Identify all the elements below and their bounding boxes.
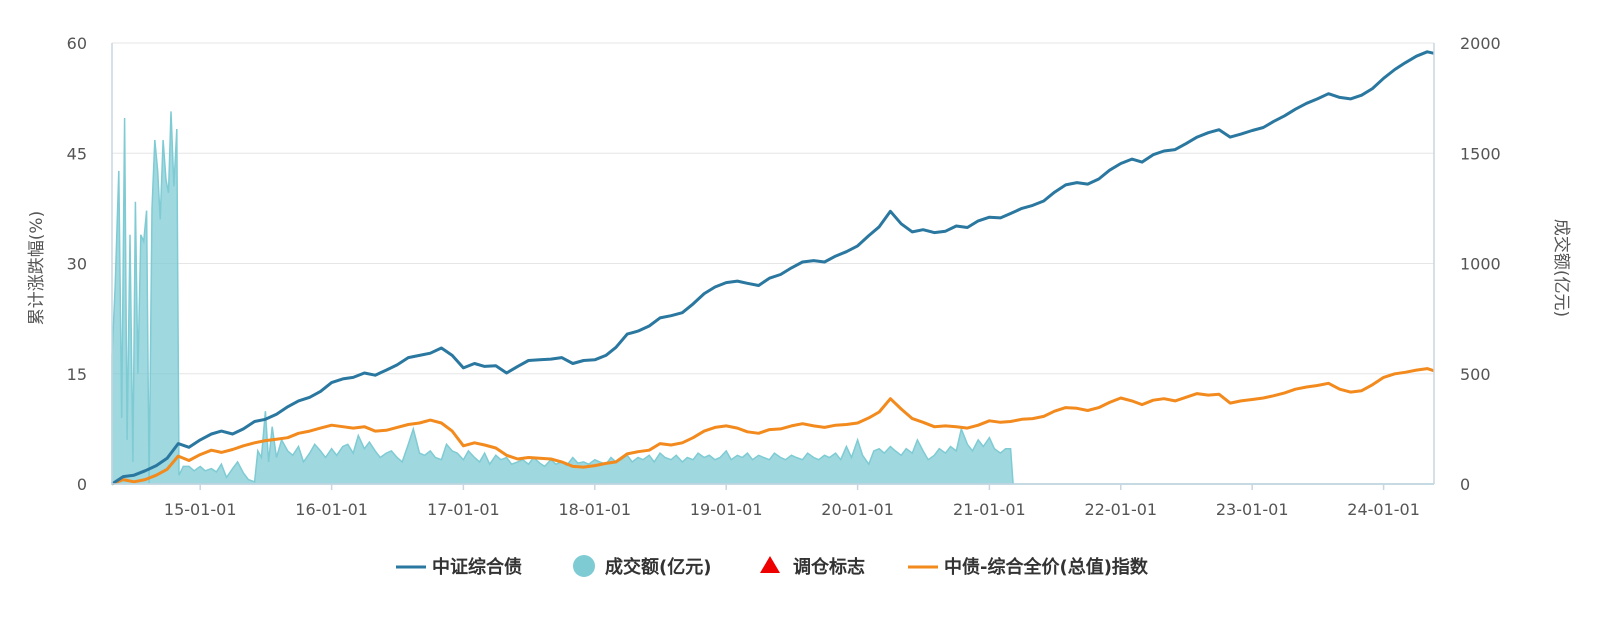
- right-tick-label: 1000: [1460, 255, 1501, 274]
- legend-label-rebalance: 调仓标志: [793, 556, 865, 578]
- x-tick-label: 24-01-01: [1347, 500, 1420, 519]
- left-tick-label: 0: [77, 475, 87, 494]
- right-tick-label: 500: [1460, 365, 1491, 384]
- x-tick-label: 21-01-01: [953, 500, 1026, 519]
- csi-bond-line: [111, 50, 1435, 486]
- right-tick-label: 2000: [1460, 34, 1501, 53]
- legend-label-turnover: 成交额(亿元): [605, 556, 711, 578]
- left-tick-label: 30: [67, 255, 87, 274]
- turnover-layer: [111, 111, 1434, 485]
- x-tick-label: 20-01-01: [821, 500, 894, 519]
- legend-swatch-turnover: [573, 555, 595, 577]
- x-tick-label: 15-01-01: [164, 500, 237, 519]
- right-axis-title: 成交额(亿元): [1551, 219, 1571, 317]
- legend: 中证综合债 成交额(亿元) 调仓标志 中债-综合全价(总值)指数: [396, 555, 1149, 578]
- right-tick-label: 0: [1460, 475, 1470, 494]
- legend-item-cb-index[interactable]: 中债-综合全价(总值)指数: [908, 556, 1149, 578]
- legend-item-rebalance[interactable]: 调仓标志: [760, 556, 865, 578]
- left-tick-label: 15: [67, 365, 87, 384]
- x-tick-label: 19-01-01: [690, 500, 763, 519]
- cb-index-line: [111, 367, 1435, 486]
- left-axis-title: 累计涨跌幅(%): [27, 211, 47, 325]
- x-tick-label: 23-01-01: [1216, 500, 1289, 519]
- x-tick-label: 22-01-01: [1084, 500, 1157, 519]
- left-tick-label: 60: [67, 34, 87, 53]
- left-tick-label: 45: [67, 144, 87, 163]
- x-tick-label: 16-01-01: [295, 500, 368, 519]
- x-axis-ticks: 15-01-01 16-01-01 17-01-01 18-01-01 19-01-01…: [164, 484, 1420, 519]
- right-axis-ticks: 0 500 1000 1500 2000: [1460, 34, 1501, 494]
- x-tick-label: 18-01-01: [558, 500, 631, 519]
- legend-label-cb-index: 中债-综合全价(总值)指数: [944, 556, 1149, 578]
- left-axis-ticks: 0 15 30 45 60: [67, 34, 87, 494]
- legend-item-csi-bond[interactable]: 中证综合债: [396, 556, 522, 578]
- right-tick-label: 1500: [1460, 144, 1501, 163]
- legend-swatch-rebalance: [760, 556, 780, 573]
- x-tick-label: 17-01-01: [427, 500, 500, 519]
- legend-item-turnover[interactable]: 成交额(亿元): [573, 555, 711, 578]
- legend-label-csi-bond: 中证综合债: [432, 556, 522, 578]
- grid: [112, 42, 1434, 485]
- turnover-area: [111, 111, 1434, 485]
- lines-layer: [111, 50, 1435, 486]
